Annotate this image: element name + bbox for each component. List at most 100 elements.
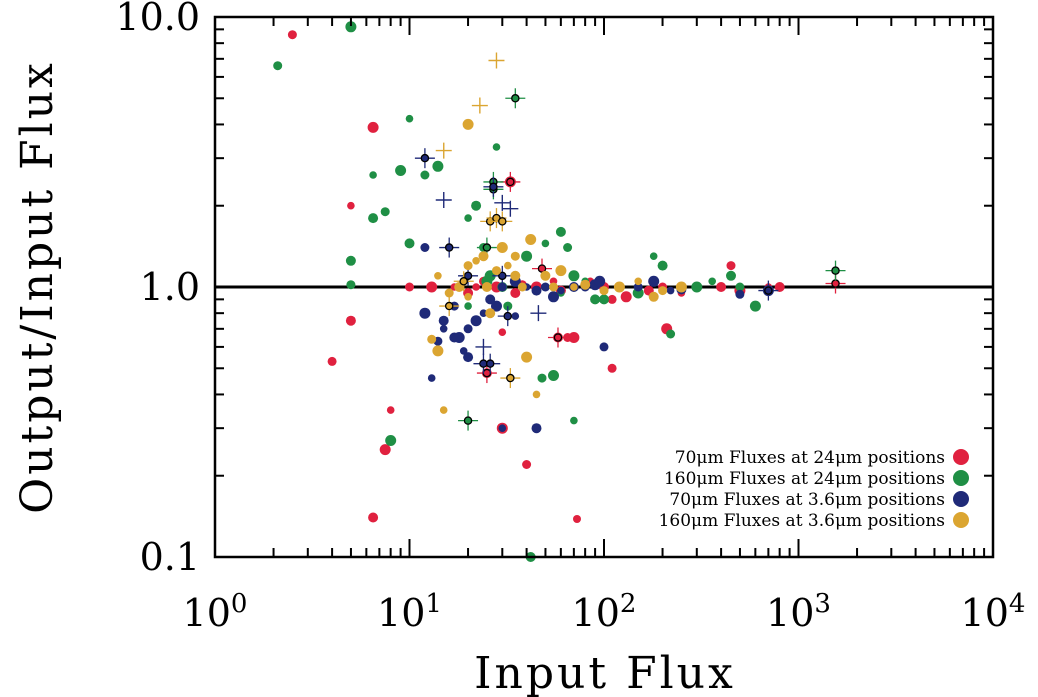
data-point [470, 315, 482, 327]
data-point [491, 300, 502, 312]
x-axis-title: Input Flux [474, 648, 736, 697]
data-point [386, 406, 395, 414]
data-point [521, 250, 533, 262]
x-tick-label: 104 [961, 589, 1026, 635]
data-point [434, 272, 442, 280]
data-point [613, 281, 625, 293]
data-point [735, 282, 745, 292]
data-point [521, 351, 533, 363]
data-point [555, 265, 567, 277]
data-point [503, 301, 513, 311]
legend-marker [953, 470, 969, 486]
data-point [568, 270, 580, 282]
data-point [449, 332, 460, 343]
data-point [478, 251, 489, 262]
data-point [716, 282, 727, 292]
x-tick-label: 101 [377, 589, 442, 635]
data-point [485, 294, 496, 305]
data-point [607, 363, 617, 373]
plus-marker [435, 142, 452, 159]
plus-marker [530, 305, 547, 322]
data-point [405, 114, 414, 123]
data-point [345, 255, 356, 266]
data-point [666, 286, 675, 295]
data-point [691, 281, 703, 293]
data-point [346, 280, 356, 290]
data-point [492, 143, 501, 151]
plus-marker [494, 194, 511, 211]
data-point [439, 406, 448, 414]
plus-marker [471, 97, 488, 114]
x-tick-label: 102 [572, 589, 637, 635]
y-tick-label: 10.0 [115, 0, 200, 39]
data-point [420, 170, 430, 180]
data-point [464, 302, 472, 310]
data-point [438, 315, 449, 326]
data-point [463, 261, 473, 271]
data-point [522, 460, 532, 469]
plot-area [215, 21, 993, 562]
data-point [432, 345, 444, 357]
outlined-data-point [444, 301, 454, 311]
data-point [395, 165, 407, 176]
data-point [472, 257, 480, 265]
data-point [590, 294, 601, 305]
data-point [557, 286, 565, 295]
data-point [537, 373, 547, 383]
data-point [634, 277, 642, 286]
y-axis-title: Output/Input Flux [12, 60, 63, 514]
data-point [426, 281, 438, 293]
data-point [540, 282, 550, 292]
data-point [427, 334, 437, 344]
data-point [497, 282, 507, 292]
outlined-data-point [489, 182, 498, 192]
data-point [568, 332, 580, 343]
data-point [726, 261, 736, 271]
data-point [479, 309, 488, 318]
data-point [485, 308, 496, 319]
data-point [481, 282, 492, 292]
data-point [464, 293, 472, 301]
data-point [563, 243, 573, 252]
data-point [404, 238, 415, 249]
data-point [531, 423, 542, 434]
data-point [327, 356, 337, 366]
outlined-data-point [831, 279, 840, 288]
legend-marker-small [573, 515, 581, 523]
data-point [599, 286, 609, 296]
data-point [463, 324, 473, 334]
data-point [439, 325, 448, 333]
data-point [444, 288, 454, 298]
y-tick-label: 1.0 [140, 265, 200, 309]
outlined-data-point [506, 177, 515, 187]
axes: 100 101 102 103 104 0.1 1.0 10.0 [115, 0, 1025, 635]
data-point [492, 266, 501, 276]
data-point [555, 226, 566, 237]
data-point [464, 214, 472, 222]
data-point [472, 283, 480, 291]
data-point [540, 270, 551, 281]
data-point [273, 61, 283, 71]
outlined-data-point [459, 277, 468, 286]
outlined-data-point [463, 271, 473, 281]
data-point [368, 512, 379, 523]
legend-marker [953, 449, 969, 465]
outlined-data-point [831, 266, 840, 275]
data-point [675, 281, 687, 293]
y-tick-label: 0.1 [140, 535, 200, 579]
data-point [649, 252, 658, 260]
data-point [510, 270, 521, 281]
data-point [749, 300, 761, 312]
x-tick-label: 103 [766, 589, 831, 635]
data-point [708, 277, 716, 286]
data-point [570, 416, 578, 425]
data-point [369, 171, 377, 179]
data-point [735, 289, 745, 299]
data-point [427, 374, 436, 382]
data-point [541, 239, 550, 248]
data-point [648, 275, 660, 287]
data-point [405, 282, 414, 292]
data-point [666, 329, 676, 339]
data-point [345, 315, 356, 326]
